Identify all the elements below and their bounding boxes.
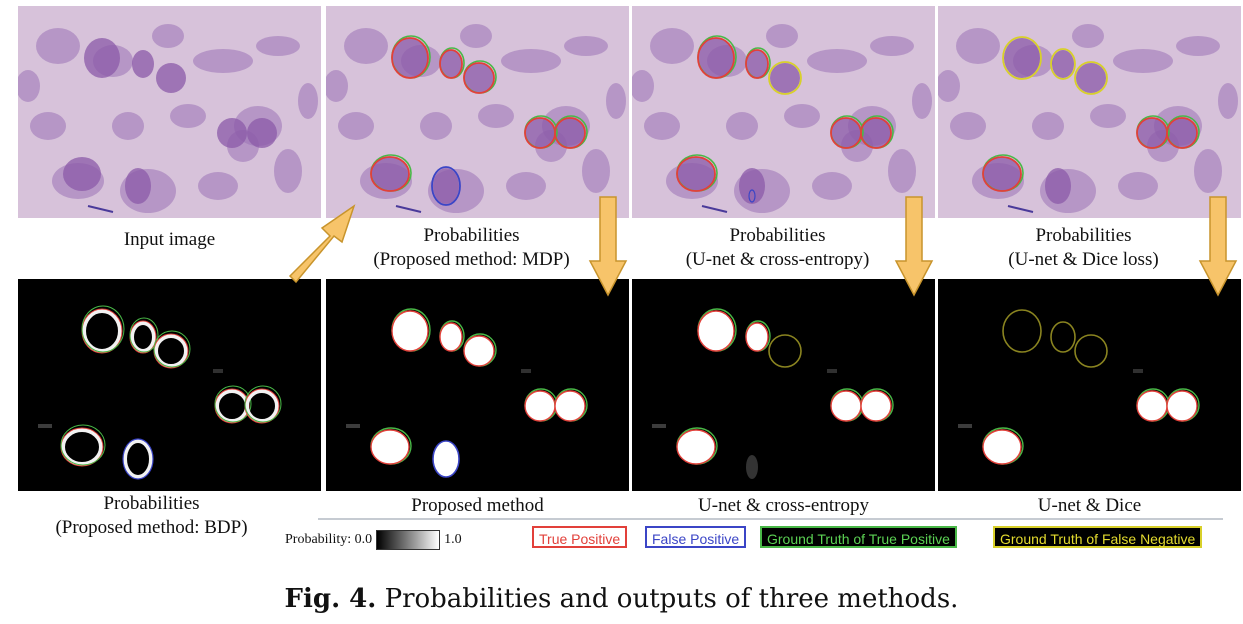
caption-dice-probabilities: Probabilities (U-net & Dice loss) xyxy=(1008,225,1159,270)
caption-mdp-probabilities: Probabilities (Proposed method: MDP) xyxy=(373,225,570,270)
input-image-panel xyxy=(18,6,321,218)
caption-ce-probabilities: Probabilities (U-net & cross-entropy) xyxy=(685,225,870,270)
dice-overlay-image xyxy=(938,6,1241,218)
arrow-down-dice xyxy=(1198,196,1238,297)
arrow-down-mdp xyxy=(588,196,628,297)
caption-input-image: Input image xyxy=(123,229,216,250)
bdp-probability-panel xyxy=(18,279,321,491)
mdp-overlay-image xyxy=(326,6,629,218)
legend-true-positive: True Positive xyxy=(532,526,628,548)
probability-gradient xyxy=(376,530,441,550)
figure-label: Fig. 4. xyxy=(284,584,377,614)
caption-proposed-output: Proposed method xyxy=(411,495,544,516)
probability-scale: Probability: 0.0 1.0 xyxy=(285,530,462,550)
dice-output-image xyxy=(958,309,1200,465)
proposed-output-panel xyxy=(326,279,629,491)
bdp-probability-image xyxy=(38,305,282,480)
ce-output-panel xyxy=(632,279,935,491)
probability-scale-max: 1.0 xyxy=(444,532,462,547)
legend-gt-true-positive: Ground Truth of True Positive xyxy=(760,526,957,548)
caption-dice-output: U-net & Dice xyxy=(1037,495,1142,516)
dice-output-panel xyxy=(938,279,1241,491)
ce-output-image xyxy=(652,308,894,479)
ce-overlay-image xyxy=(632,6,935,218)
probability-scale-label: Probability: 0.0 xyxy=(285,532,373,547)
arrow-up-right xyxy=(288,204,356,284)
caption-bdp-probabilities: Probabilities (Proposed method: BDP) xyxy=(55,493,248,538)
mdp-overlay-panel xyxy=(326,6,629,218)
caption-ce-output: U-net & cross-entropy xyxy=(698,495,869,516)
proposed-output-image xyxy=(346,308,588,478)
legend-false-positive: False Positive xyxy=(645,526,747,548)
dice-overlay-panel xyxy=(938,6,1241,218)
figure-caption-text: Probabilities and outputs of three metho… xyxy=(384,584,959,614)
input-image xyxy=(18,6,321,218)
ce-overlay-panel xyxy=(632,6,935,218)
legend-gt-false-negative: Ground Truth of False Negative xyxy=(993,526,1203,548)
figure-caption: Fig. 4. Probabilities and outputs of thr… xyxy=(0,584,1243,614)
arrow-down-ce xyxy=(894,196,934,297)
legend-divider xyxy=(318,518,1223,520)
